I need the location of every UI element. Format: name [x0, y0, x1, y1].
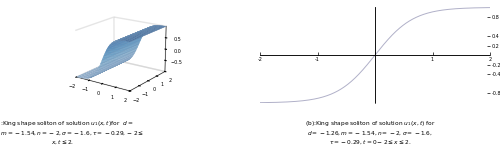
Text: (a):King shape soliton of solution $u_1(x,t)$for  $d =$
$-1.26, m=-1.54, n=-2, \: (a):King shape soliton of solution $u_1(…: [0, 120, 144, 146]
Text: (b):King shape soliton of solution $u_1(x,t)$ for
$d=-1.26, m=-1.54, n=-2, \sigm: (b):King shape soliton of solution $u_1(…: [304, 120, 436, 146]
